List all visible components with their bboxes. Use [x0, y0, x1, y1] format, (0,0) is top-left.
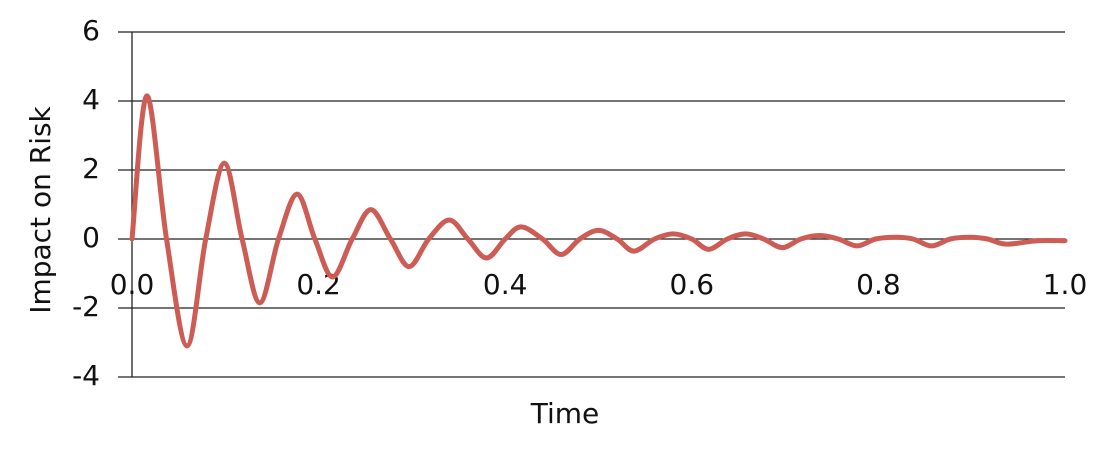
x-tick-label: 0.6: [670, 268, 715, 301]
x-tick-label: 0.0: [110, 268, 155, 301]
data-line: [129, 93, 1068, 349]
y-tick-label: 0: [82, 221, 100, 254]
y-tick-label: 2: [82, 152, 100, 185]
x-tick-label: 0.8: [856, 268, 901, 301]
y-axis-label: Impact on Risk: [24, 105, 57, 313]
x-tick-label: 1.0: [1043, 268, 1088, 301]
x-tick-label: 0.2: [296, 268, 341, 301]
y-tick-label: 4: [82, 83, 100, 116]
y-tick-label: -2: [72, 290, 100, 323]
x-axis-label: Time: [530, 397, 600, 430]
x-tick-label: 0.4: [483, 268, 528, 301]
y-tick-label: -4: [72, 359, 100, 392]
y-tick-label: 6: [82, 14, 100, 47]
